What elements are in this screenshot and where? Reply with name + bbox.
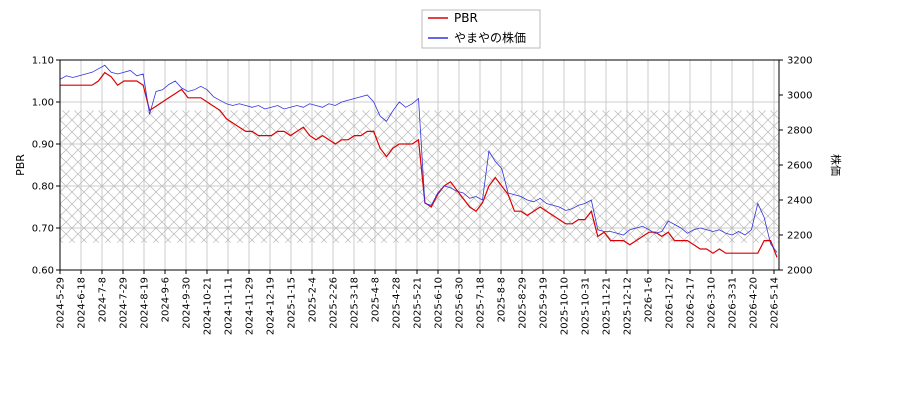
- series-line-price: [60, 64, 778, 253]
- x-tick-label: 2026-3-10: [707, 277, 718, 329]
- y-right-tick-label: 3000: [787, 91, 812, 102]
- x-tick-label: 2024-9-30: [182, 277, 193, 329]
- x-tick-label: 2025-12-12: [623, 277, 634, 335]
- hatched-band: [60, 110, 779, 243]
- y-right-tick-label: 2600: [787, 161, 812, 172]
- x-tick-label: 2026-1-6: [644, 277, 655, 322]
- x-tick-label: 2025-10-10: [560, 277, 571, 335]
- x-tick-label: 2025-4-28: [392, 277, 403, 329]
- legend-label-price: やまやの株価: [454, 30, 526, 45]
- y-left-tick-label: 0.70: [32, 224, 54, 235]
- x-tick-label: 2025-1-15: [287, 277, 298, 329]
- x-tick-label: 2025-8-8: [497, 277, 508, 322]
- y-right-tick-label: 3200: [787, 56, 812, 67]
- x-tick-label: 2024-7-8: [98, 277, 109, 322]
- x-tick-label: 2025-5-21: [413, 277, 424, 329]
- y-right-tick-label: 2400: [787, 196, 812, 207]
- x-tick-label: 2024-7-29: [119, 277, 130, 329]
- x-tick-label: 2024-8-19: [140, 277, 151, 329]
- x-tick-label: 2025-11-21: [602, 277, 613, 335]
- legend: PBR やまやの株価: [421, 9, 541, 49]
- legend-box: [421, 9, 541, 49]
- legend-label-pbr: PBR: [454, 11, 478, 25]
- y-axis-right-label: 株価: [829, 154, 843, 176]
- y-right-tick-label: 2000: [787, 266, 812, 277]
- x-tick-label: 2025-10-31: [581, 277, 592, 335]
- x-axis: 2024-5-29 2024-6-18 2024-7-8 2024-7-29 2024-…: [56, 270, 781, 335]
- x-tick-label: 2025-6-30: [455, 277, 466, 329]
- x-tick-label: 2024-5-29: [56, 277, 67, 329]
- y-left-tick-label: 0.80: [32, 182, 54, 193]
- y-axis-left-label: PBR: [14, 154, 27, 176]
- x-tick-label: 2025-7-18: [476, 277, 487, 329]
- x-tick-label: 2024-11-11: [224, 277, 235, 335]
- x-tick-label: 2026-5-14: [770, 277, 781, 329]
- x-tick-label: 2025-8-29: [518, 277, 529, 329]
- x-tick-label: 2024-10-21: [203, 277, 214, 335]
- y-right-tick-label: 2800: [787, 126, 812, 137]
- x-tick-label: 2026-2-17: [686, 277, 697, 329]
- x-tick-label: 2026-3-31: [728, 277, 739, 329]
- y-right-tick-label: 2200: [787, 231, 812, 242]
- series-layer: [60, 64, 778, 258]
- series-line-pbr: [60, 71, 778, 258]
- y-left-tick-label: 0.90: [32, 140, 54, 151]
- y-axis-right: 2000 2200 2400 2600 2800 3000 3200: [779, 56, 812, 277]
- x-tick-label: 2025-2-26: [329, 277, 340, 329]
- x-tick-label: 2025-4-8: [371, 277, 382, 322]
- y-left-tick-label: 0.60: [32, 266, 54, 277]
- y-axis-left: 0.60 0.70 0.80 0.90 1.00 1.10: [32, 56, 60, 277]
- y-left-tick-label: 1.00: [32, 98, 54, 109]
- hatched-band-area: [60, 110, 779, 243]
- x-tick-label: 2025-3-18: [350, 277, 361, 329]
- y-left-tick-label: 1.10: [32, 56, 54, 67]
- x-tick-label: 2024-11-29: [245, 277, 256, 335]
- x-tick-label: 2024-6-18: [77, 277, 88, 329]
- x-tick-label: 2025-2-4: [308, 277, 319, 322]
- x-tick-label: 2024-12-19: [266, 277, 277, 335]
- x-tick-label: 2026-4-20: [749, 277, 760, 329]
- x-tick-label: 2026-1-27: [665, 277, 676, 329]
- x-tick-label: 2025-6-10: [434, 277, 445, 329]
- x-tick-label: 2025-9-19: [539, 277, 550, 329]
- x-tick-label: 2024-9-6: [161, 277, 172, 322]
